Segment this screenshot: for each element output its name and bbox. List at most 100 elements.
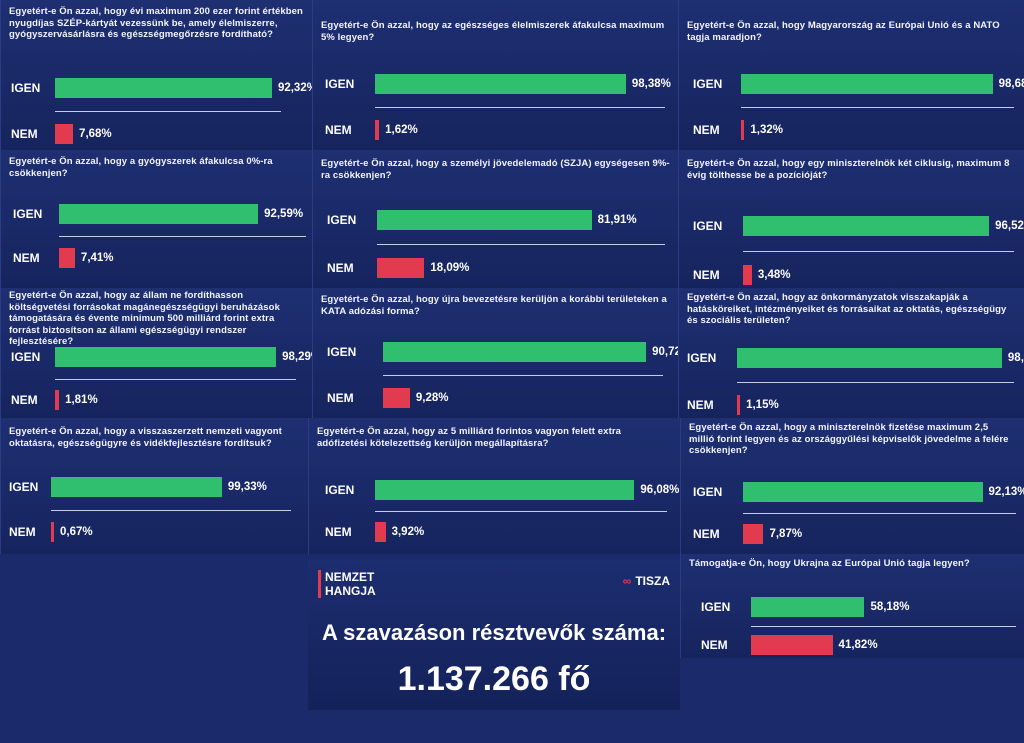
nem-bar xyxy=(51,522,54,542)
poll-question: Egyetért-e Ön azzal, hogy a gyógyszerek … xyxy=(9,156,273,179)
igen-label: IGEN xyxy=(701,600,731,614)
igen-bar xyxy=(737,348,1002,368)
panel-divider xyxy=(751,626,1016,627)
summary-panel: NEMZET HANGJA ∞ TISZA A szavazáson résztv… xyxy=(308,560,680,710)
poll-question: Egyetért-e Ön azzal, hogy az egészséges … xyxy=(321,20,665,43)
igen-value-label: 81,91% xyxy=(597,214,637,226)
poll-panel: Egyetért-e Ön azzal, hogy a gyógyszerek … xyxy=(0,150,312,288)
igen-bar xyxy=(383,342,647,362)
igen-value-label: 98,68% xyxy=(998,78,1024,90)
poll-question: Támogatja-e Ön, hogy Ukrajna az Európai … xyxy=(689,558,970,569)
igen-label: IGEN xyxy=(11,81,41,95)
nem-value-label: 1,81% xyxy=(65,394,98,406)
igen-value-label: 92,13% xyxy=(988,486,1024,498)
infinity-icon: ∞ xyxy=(622,574,632,588)
igen-value-label: 98,38% xyxy=(631,78,671,90)
igen-bar xyxy=(55,347,277,367)
igen-value-label: 92,59% xyxy=(264,208,304,220)
nem-value-label: 18,09% xyxy=(430,262,470,274)
igen-label: IGEN xyxy=(693,485,723,499)
poll-panel: Egyetért-e Ön azzal, hogy az állam ne fo… xyxy=(0,288,312,418)
igen-label: IGEN xyxy=(693,77,723,91)
igen-bar xyxy=(375,74,626,94)
igen-label: IGEN xyxy=(325,77,355,91)
igen-value-label: 96,08% xyxy=(640,484,680,496)
participants-count: 1.137.266 fő xyxy=(397,660,591,698)
nem-value-label: 7,41% xyxy=(80,252,114,264)
nem-value-label: 1,62% xyxy=(385,124,418,136)
igen-label: IGEN xyxy=(327,213,357,227)
panel-divider xyxy=(743,251,1014,252)
panel-divider xyxy=(743,513,1016,514)
igen-value-label: 99,33% xyxy=(227,481,267,493)
panel-divider xyxy=(377,244,665,245)
poll-panel: Támogatja-e Ön, hogy Ukrajna az Európai … xyxy=(680,554,1024,658)
panel-divider xyxy=(55,379,296,380)
igen-bar xyxy=(51,477,222,497)
nem-label: NEM xyxy=(11,393,38,407)
nem-label: NEM xyxy=(325,123,352,137)
nem-bar xyxy=(383,388,410,408)
panel-divider xyxy=(375,107,665,108)
igen-value-label: 96,52% xyxy=(995,220,1024,232)
poll-question: Egyetért-e Ön azzal, hogy Magyarország a… xyxy=(687,20,1000,43)
igen-value-label: 90,72% xyxy=(652,346,678,358)
panel-divider xyxy=(59,236,306,237)
nem-label: NEM xyxy=(327,391,354,405)
nem-bar xyxy=(737,395,741,415)
panel-divider xyxy=(375,511,667,512)
nem-value-label: 3,92% xyxy=(391,526,425,538)
nem-bar xyxy=(743,265,752,285)
poll-question: Egyetért-e Ön azzal, hogy újra bevezetés… xyxy=(321,294,667,317)
nem-bar xyxy=(377,258,425,278)
igen-label: IGEN xyxy=(11,350,41,364)
poll-panel: Egyetért-e Ön azzal, hogy egy minisztere… xyxy=(678,150,1024,288)
nem-label: NEM xyxy=(693,123,720,137)
igen-bar xyxy=(377,210,592,230)
poll-panel: Egyetért-e Ön azzal, hogy Magyarország a… xyxy=(678,0,1024,150)
panel-divider xyxy=(51,510,291,511)
poll-panel: Egyetért-e Ön azzal, hogy évi maximum 20… xyxy=(0,0,312,150)
panel-divider xyxy=(383,375,663,376)
igen-value-label: 98,29% xyxy=(282,351,312,363)
nem-bar xyxy=(375,120,380,140)
igen-bar xyxy=(741,74,993,94)
poll-question: Egyetért-e Ön azzal, hogy az 5 milliárd … xyxy=(317,426,622,449)
igen-label: IGEN xyxy=(693,219,723,233)
igen-bar xyxy=(743,216,990,236)
participants-label: A szavazáson résztvevők száma: xyxy=(321,620,667,645)
poll-panel: Egyetért-e Ön azzal, hogy az egészséges … xyxy=(312,0,678,150)
poll-question: Egyetért-e Ön azzal, hogy a személyi jöv… xyxy=(321,158,670,181)
igen-bar xyxy=(375,480,635,500)
nemzet-hangja-logo: NEMZET HANGJA xyxy=(318,570,376,598)
igen-value-label: 58,18% xyxy=(870,601,910,613)
nem-value-label: 9,28% xyxy=(415,392,449,404)
tisza-logo: ∞ TISZA xyxy=(622,574,670,588)
nem-label: NEM xyxy=(9,525,36,539)
nem-value-label: 41,82% xyxy=(838,639,878,651)
nem-value-label: 7,87% xyxy=(769,528,803,540)
poll-question: Egyetért-e Ön azzal, hogy a visszaszerze… xyxy=(9,426,282,449)
igen-bar xyxy=(743,482,983,502)
panel-divider xyxy=(737,382,1014,383)
igen-value-label: 92,32% xyxy=(277,82,312,94)
poll-question: Egyetért-e Ön azzal, hogy a minisztereln… xyxy=(689,422,1009,456)
nem-label: NEM xyxy=(687,398,714,412)
panel-divider xyxy=(55,111,281,112)
nem-bar xyxy=(59,248,75,268)
poll-panel: Egyetért-e Ön azzal, hogy az önkormányza… xyxy=(678,288,1024,418)
igen-value-label: 98,85% xyxy=(1007,352,1024,364)
igen-label: IGEN xyxy=(687,351,717,365)
poll-panel: Egyetért-e Ön azzal, hogy a minisztereln… xyxy=(680,418,1024,554)
nem-label: NEM xyxy=(693,268,720,282)
nem-bar xyxy=(743,524,764,544)
poll-panel: Egyetért-e Ön azzal, hogy a személyi jöv… xyxy=(312,150,678,288)
nem-label: NEM xyxy=(325,525,352,539)
igen-label: IGEN xyxy=(13,207,43,221)
nem-label: NEM xyxy=(13,251,40,265)
poll-panel: Egyetért-e Ön azzal, hogy a visszaszerze… xyxy=(0,418,308,554)
nem-label: NEM xyxy=(693,527,720,541)
poll-panel: Egyetért-e Ön azzal, hogy újra bevezetés… xyxy=(312,288,678,418)
nem-bar xyxy=(55,390,60,410)
nem-bar xyxy=(55,124,74,144)
